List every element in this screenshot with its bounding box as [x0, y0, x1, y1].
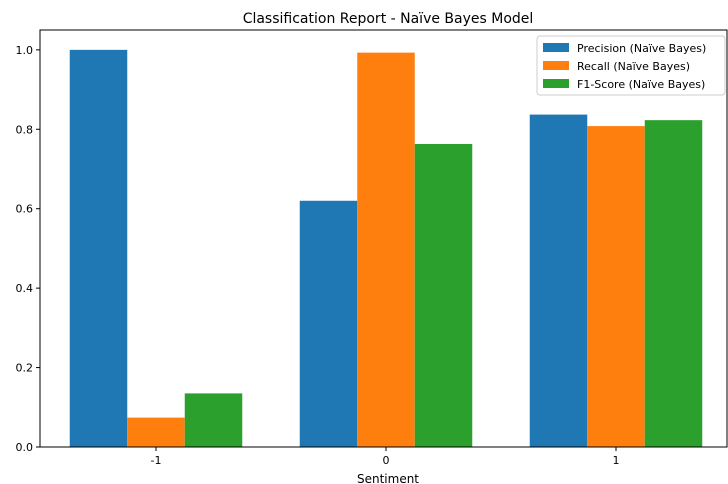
legend-swatch-1 [543, 61, 569, 70]
bar-series-0-cat-1 [299, 200, 358, 447]
x-tick-label: 0 [383, 454, 390, 467]
bar-series-2-cat-1 [414, 143, 473, 448]
chart-title: Classification Report - Naïve Bayes Mode… [243, 11, 534, 27]
y-tick-label: 0.4 [16, 282, 34, 295]
bar-series-2-cat-0 [184, 393, 243, 447]
bar-series-2-cat-2 [644, 120, 703, 448]
y-tick-label: 0.6 [16, 203, 34, 216]
x-tick-label: 1 [613, 454, 620, 467]
y-tick-label: 0.8 [16, 123, 34, 136]
legend-label-0: Precision (Naïve Bayes) [577, 42, 706, 55]
plot-area: 0.0 0.2 0.4 0.6 0.8 1.0 -1 0 1 [16, 29, 728, 467]
legend-box [536, 35, 726, 96]
x-tick-label: -1 [151, 454, 162, 467]
legend: Precision (Naïve Bayes) Recall (Naïve Bay… [536, 35, 726, 96]
bar-series-1-cat-1 [357, 52, 415, 447]
bar-series-0-cat-0 [69, 49, 128, 448]
bar-series-1-cat-2 [587, 126, 645, 448]
x-axis-label: Sentiment [357, 472, 419, 484]
bar-series-0-cat-2 [529, 114, 588, 447]
legend-swatch-2 [543, 79, 569, 88]
y-tick-label: 0.2 [16, 362, 34, 375]
plot-frame [39, 29, 728, 448]
legend-label-1: Recall (Naïve Bayes) [577, 60, 690, 73]
bar-series-1-cat-0 [127, 417, 185, 447]
y-tick-label: 1.0 [16, 44, 34, 57]
y-tick-label: 0.0 [16, 441, 34, 454]
legend-swatch-0 [543, 43, 569, 52]
legend-label-2: F1-Score (Naïve Bayes) [577, 78, 705, 91]
